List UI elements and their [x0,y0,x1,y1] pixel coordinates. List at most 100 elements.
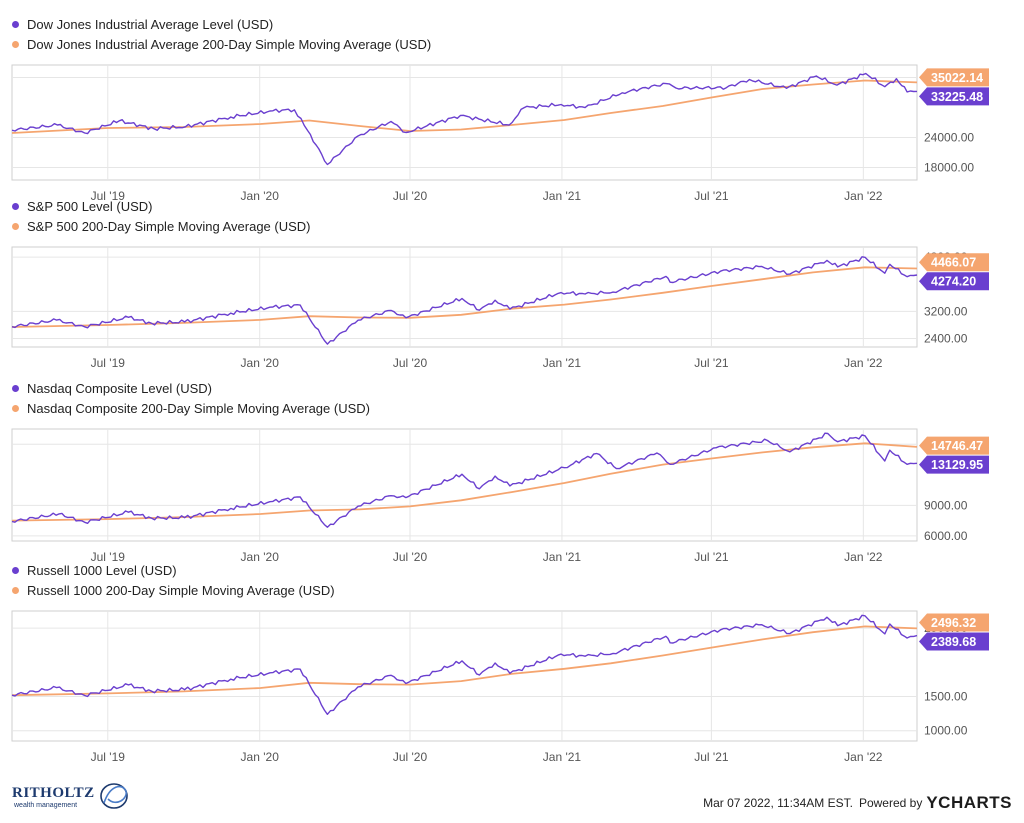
x-tick-label: Jan '22 [844,189,883,203]
x-tick-label: Jul '21 [694,356,729,370]
sma-value-tag-shape [919,68,989,87]
sma-value-tag: 35022.14 [919,68,989,87]
level-value-tag-text: 2389.68 [931,635,976,649]
legend: S&P 500 Level (USD) S&P 500 200-Day Simp… [12,196,311,236]
x-tick-label: Jan '21 [543,356,582,370]
nasdaq-chart[interactable]: Jul '19 Jan '20 Jul '20 Jan '21 Jul '21 Jan '… [0,428,1024,564]
sma-value-tag-text: 14746.47 [931,439,983,453]
legend-item-level[interactable]: Dow Jones Industrial Average Level (USD) [12,14,431,34]
sma-value-tag: 14746.47 [919,436,989,455]
sma-dot-icon [12,222,19,230]
x-tick-label: Jan '20 [241,550,280,564]
x-tick-label: Jul '19 [91,189,126,203]
level-value-tag-text: 33225.48 [931,90,983,104]
logo-text: RITHOLTZ [12,785,95,801]
russell-chart[interactable]: Jul '19 Jan '20 Jul '20 Jan '21 Jul '21 Jan '… [0,610,1024,823]
chart-panel-sp500: S&P 500 Level (USD) S&P 500 200-Day Simp… [0,192,1024,372]
sma-value-tag-text: 4466.07 [931,256,976,270]
legend-item-sma[interactable]: S&P 500 200-Day Simple Moving Average (U… [12,216,311,236]
chart-panel-nasdaq: Nasdaq Composite Level (USD) Nasdaq Comp… [0,374,1024,564]
ritholtz-logo-mark: RITHOLTZ wealth management [12,783,128,809]
x-tick-label: Jul '19 [91,356,126,370]
logo-subtext: wealth management [13,802,77,809]
sma-value-tag-shape [919,613,989,632]
footer-attribution: Mar 07 2022, 11:34AM EST. Powered by YCH… [703,793,1012,813]
sma-series-line[interactable] [11,625,918,697]
level-dot-icon [12,566,19,574]
x-tick-label: Jul '21 [694,750,729,764]
level-value-tag: 33225.48 [919,87,989,106]
legend-label: Nasdaq Composite Level (USD) [27,380,212,396]
dow-chart[interactable]: Jul '19 Jan '20 Jul '20 Jan '21 Jul '21 Jan '… [0,64,1024,203]
level-value-tag-shape [919,87,989,106]
sp500-chart[interactable]: Jul '19 Jan '20 Jul '20 Jan '21 Jul '21 Jan '… [0,246,1024,377]
x-tick-label: Jul '20 [393,550,428,564]
y-tick-label: 2400.00 [924,332,968,346]
level-value-tag: 2389.68 [919,632,989,651]
legend-label: Nasdaq Composite 200-Day Simple Moving A… [27,400,370,416]
logo-swirl-icon [103,785,127,804]
legend-item-sma[interactable]: Nasdaq Composite 200-Day Simple Moving A… [12,398,370,418]
x-tick-label: Jan '20 [241,189,280,203]
level-value-tag: 13129.95 [919,455,989,474]
ritholtz-logo: RITHOLTZ wealth management [10,779,140,818]
legend: Dow Jones Industrial Average Level (USD)… [12,14,431,54]
x-tick-label: Jan '22 [844,750,883,764]
sma-value-tag: 2496.32 [919,613,989,632]
x-tick-label: Jul '20 [393,750,428,764]
level-series-line[interactable] [11,614,918,715]
legend-item-sma[interactable]: Dow Jones Industrial Average 200-Day Sim… [12,34,431,54]
legend-item-level[interactable]: S&P 500 Level (USD) [12,196,311,216]
level-dot-icon [12,384,19,392]
sma-series-line[interactable] [11,442,918,522]
legend-label: Russell 1000 200-Day Simple Moving Avera… [27,582,335,598]
level-dot-icon [12,202,19,210]
x-tick-label: Jul '20 [393,356,428,370]
x-tick-label: Jan '20 [241,750,280,764]
sma-value-tag-text: 2496.32 [931,616,976,630]
level-series-line[interactable] [11,432,918,528]
level-value-tag-shape [919,455,989,474]
legend: Nasdaq Composite Level (USD) Nasdaq Comp… [12,378,370,418]
plot-frame [11,246,918,348]
chart-panel-russell: Russell 1000 Level (USD) Russell 1000 20… [0,556,1024,768]
level-value-tag-text: 4274.20 [931,275,976,289]
level-value-tag: 4274.20 [919,272,989,291]
timestamp: Mar 07 2022, 11:34AM EST. [703,796,853,810]
legend-label: S&P 500 200-Day Simple Moving Average (U… [27,218,311,234]
y-tick-label: 1500.00 [924,690,968,704]
legend-label: Russell 1000 Level (USD) [27,562,177,578]
legend-item-level[interactable]: Russell 1000 Level (USD) [12,560,335,580]
x-tick-label: Jul '19 [91,550,126,564]
y-tick-label: 9000.00 [924,498,968,512]
sma-value-tag-text: 35022.14 [931,71,983,85]
sma-dot-icon [12,586,19,594]
plot-frame [11,428,918,542]
sma-series-line[interactable] [11,266,918,328]
sma-value-tag-shape [919,436,989,455]
powered-by-label: Powered by [858,796,923,810]
x-tick-label: Jan '21 [543,750,582,764]
y-tick-label: 6000.00 [924,529,968,543]
x-tick-label: Jan '21 [543,550,582,564]
legend-item-sma[interactable]: Russell 1000 200-Day Simple Moving Avera… [12,580,335,600]
sma-dot-icon [12,40,19,48]
x-tick-label: Jan '21 [543,189,582,203]
legend-label: Dow Jones Industrial Average 200-Day Sim… [27,36,432,52]
y-tick-label: 18000.00 [924,161,974,175]
logo-emblem-icon [100,783,128,809]
legend: Russell 1000 Level (USD) Russell 1000 20… [12,560,335,600]
x-tick-label: Jan '20 [241,356,280,370]
x-tick-label: Jul '21 [694,550,729,564]
sma-value-tag: 4466.07 [919,253,989,272]
level-series-line[interactable] [11,256,918,345]
ycharts-logo[interactable]: YCHARTS [926,793,1012,812]
sma-series-line[interactable] [11,79,918,134]
level-series-line[interactable] [11,72,918,166]
chart-panel-dow: Dow Jones Industrial Average Level (USD)… [0,10,1024,203]
sma-value-tag-shape [919,253,989,272]
legend-item-level[interactable]: Nasdaq Composite Level (USD) [12,378,370,398]
level-value-tag-shape [919,272,989,291]
plot-frame [11,64,918,181]
level-value-tag-text: 13129.95 [931,458,983,472]
